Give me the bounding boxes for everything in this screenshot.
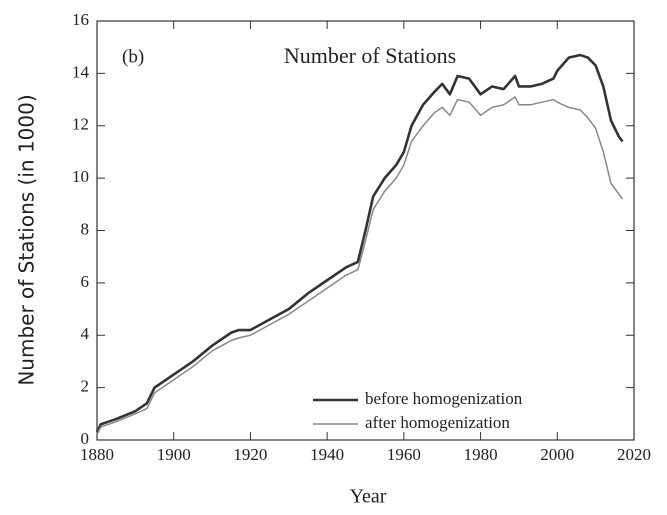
- y-tick-label: 0: [81, 429, 90, 448]
- x-tick-label: 1880: [80, 445, 114, 464]
- data-line: [95, 53, 624, 433]
- y-tick-label: 16: [72, 10, 89, 29]
- y-tick-label: 10: [72, 167, 89, 186]
- annotation: (b): [122, 46, 144, 67]
- legend-label: before homogenization: [365, 389, 523, 408]
- data-line: [96, 96, 624, 436]
- y-tick-label: 2: [81, 377, 90, 396]
- y-tick-label: 4: [81, 324, 90, 343]
- x-tick-label: 1940: [310, 445, 344, 464]
- chart-title: Number of Stations: [284, 43, 456, 68]
- x-axis-label: Year: [350, 486, 387, 508]
- x-tick-label: 2000: [540, 445, 574, 464]
- y-tick-label: 12: [72, 115, 89, 134]
- y-tick-label: 8: [81, 219, 90, 238]
- y-tick-label: 6: [81, 272, 90, 291]
- x-tick-label: 1900: [157, 445, 191, 464]
- x-tick-label: 2020: [617, 445, 651, 464]
- y-axis-label: Number of Stations (in 1000): [15, 94, 39, 385]
- x-tick-label: 1920: [233, 445, 267, 464]
- legend-label: after homogenization: [365, 413, 510, 432]
- y-tick-label: 14: [72, 62, 90, 81]
- x-tick-label: 1980: [464, 445, 498, 464]
- x-tick-label: 1960: [387, 445, 421, 464]
